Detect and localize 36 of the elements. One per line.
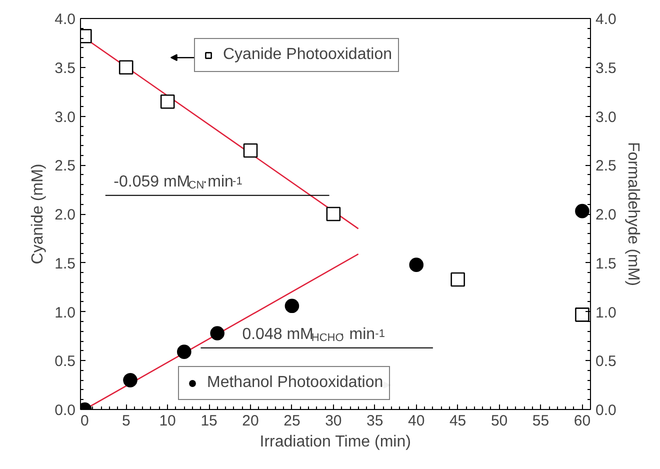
x-tick-label: 20 xyxy=(242,412,259,430)
x-tick-label: 40 xyxy=(408,412,425,430)
y-tick-label: 2.0 xyxy=(54,206,76,224)
y2-tick-label: 1.0 xyxy=(596,304,616,322)
x-tick-label: 50 xyxy=(490,412,508,430)
y2-tick-label: 0.5 xyxy=(596,353,616,370)
x-tick-label: 0 xyxy=(80,412,89,430)
x-tick-label: 5 xyxy=(122,412,130,430)
y2-axis-title: Formaldehyde (mM) xyxy=(624,142,642,286)
legend-label: Methanol Photooxidation xyxy=(207,374,384,392)
y-tick-label: 2.5 xyxy=(54,158,76,175)
x-tick-label: 10 xyxy=(159,412,176,430)
y-tick-label: 3.5 xyxy=(54,60,76,77)
x-tick-label: 55 xyxy=(532,412,550,430)
x-tick-label: 35 xyxy=(366,412,384,430)
y-tick-label: 0.0 xyxy=(54,402,76,419)
y2-tick-label: 0.0 xyxy=(596,402,616,419)
x-tick-label: 30 xyxy=(325,412,342,430)
x-tick-label: 60 xyxy=(574,412,591,430)
y2-tick-label: 3.0 xyxy=(596,108,616,126)
x-axis-title: Irradiation Time (min) xyxy=(260,434,411,450)
y-tick-label: 3.0 xyxy=(54,108,76,126)
y2-tick-label: 3.5 xyxy=(596,60,616,77)
x-tick-label: 15 xyxy=(200,412,218,430)
y2-tick-label: 2.0 xyxy=(596,206,616,224)
x-tick-label: 45 xyxy=(449,412,466,430)
x-tick-label: 25 xyxy=(284,412,300,430)
y2-tick-label: 2.5 xyxy=(596,158,616,175)
y2-tick-label: 4.0 xyxy=(596,11,616,28)
legend-label: Cyanide Photooxidation xyxy=(223,46,392,64)
y-tick-label: 1.0 xyxy=(54,304,76,322)
y-tick-label: 1.5 xyxy=(54,255,76,272)
y-tick-label: 4.0 xyxy=(54,11,76,28)
y-tick-label: 0.5 xyxy=(54,353,76,370)
y-axis-title: Cyanide (mM) xyxy=(30,164,47,264)
y2-tick-label: 1.5 xyxy=(596,255,616,272)
